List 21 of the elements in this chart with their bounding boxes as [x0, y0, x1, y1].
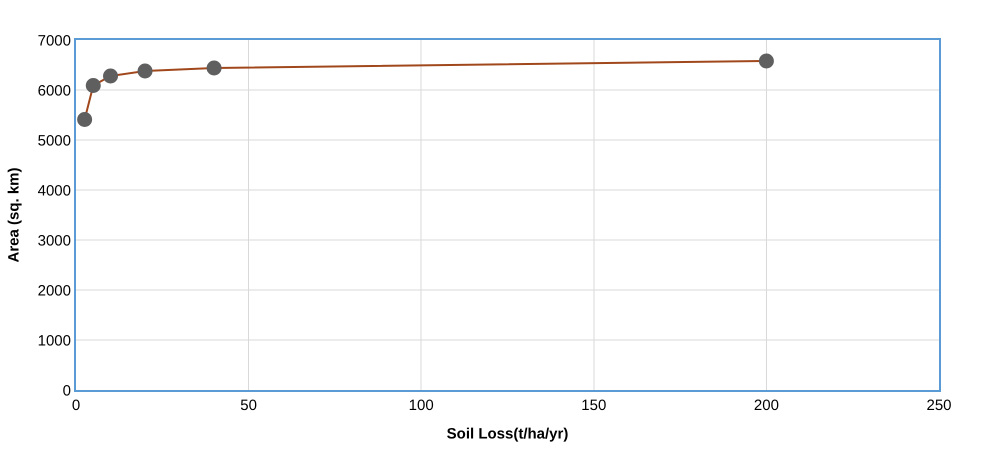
- y-tick-label: 7000: [38, 32, 71, 50]
- y-tick-label: 4000: [38, 182, 71, 200]
- x-tick-label: 100: [408, 397, 434, 414]
- x-tick-label: 50: [240, 397, 257, 414]
- y-tick-label: 2000: [38, 282, 71, 300]
- point: [103, 68, 118, 84]
- point: [206, 60, 222, 76]
- point: [77, 112, 92, 127]
- x-axis-title: Soil Loss(t/ha/yr): [446, 426, 568, 442]
- y-axis-title: Area (sq. km): [5, 167, 22, 263]
- x-tick-label: 250: [926, 397, 952, 414]
- y-tick-label: 0: [62, 382, 71, 400]
- y-tick-label: 3000: [38, 232, 71, 250]
- x-tick-label: 200: [754, 397, 779, 414]
- y-tick-label: 6000: [38, 82, 71, 100]
- x-tick-label: 150: [581, 397, 606, 414]
- point: [86, 78, 101, 93]
- y-tick-label: 1000: [38, 332, 71, 350]
- point: [758, 54, 774, 68]
- y-tick-label: 5000: [38, 132, 71, 150]
- point: [138, 64, 153, 78]
